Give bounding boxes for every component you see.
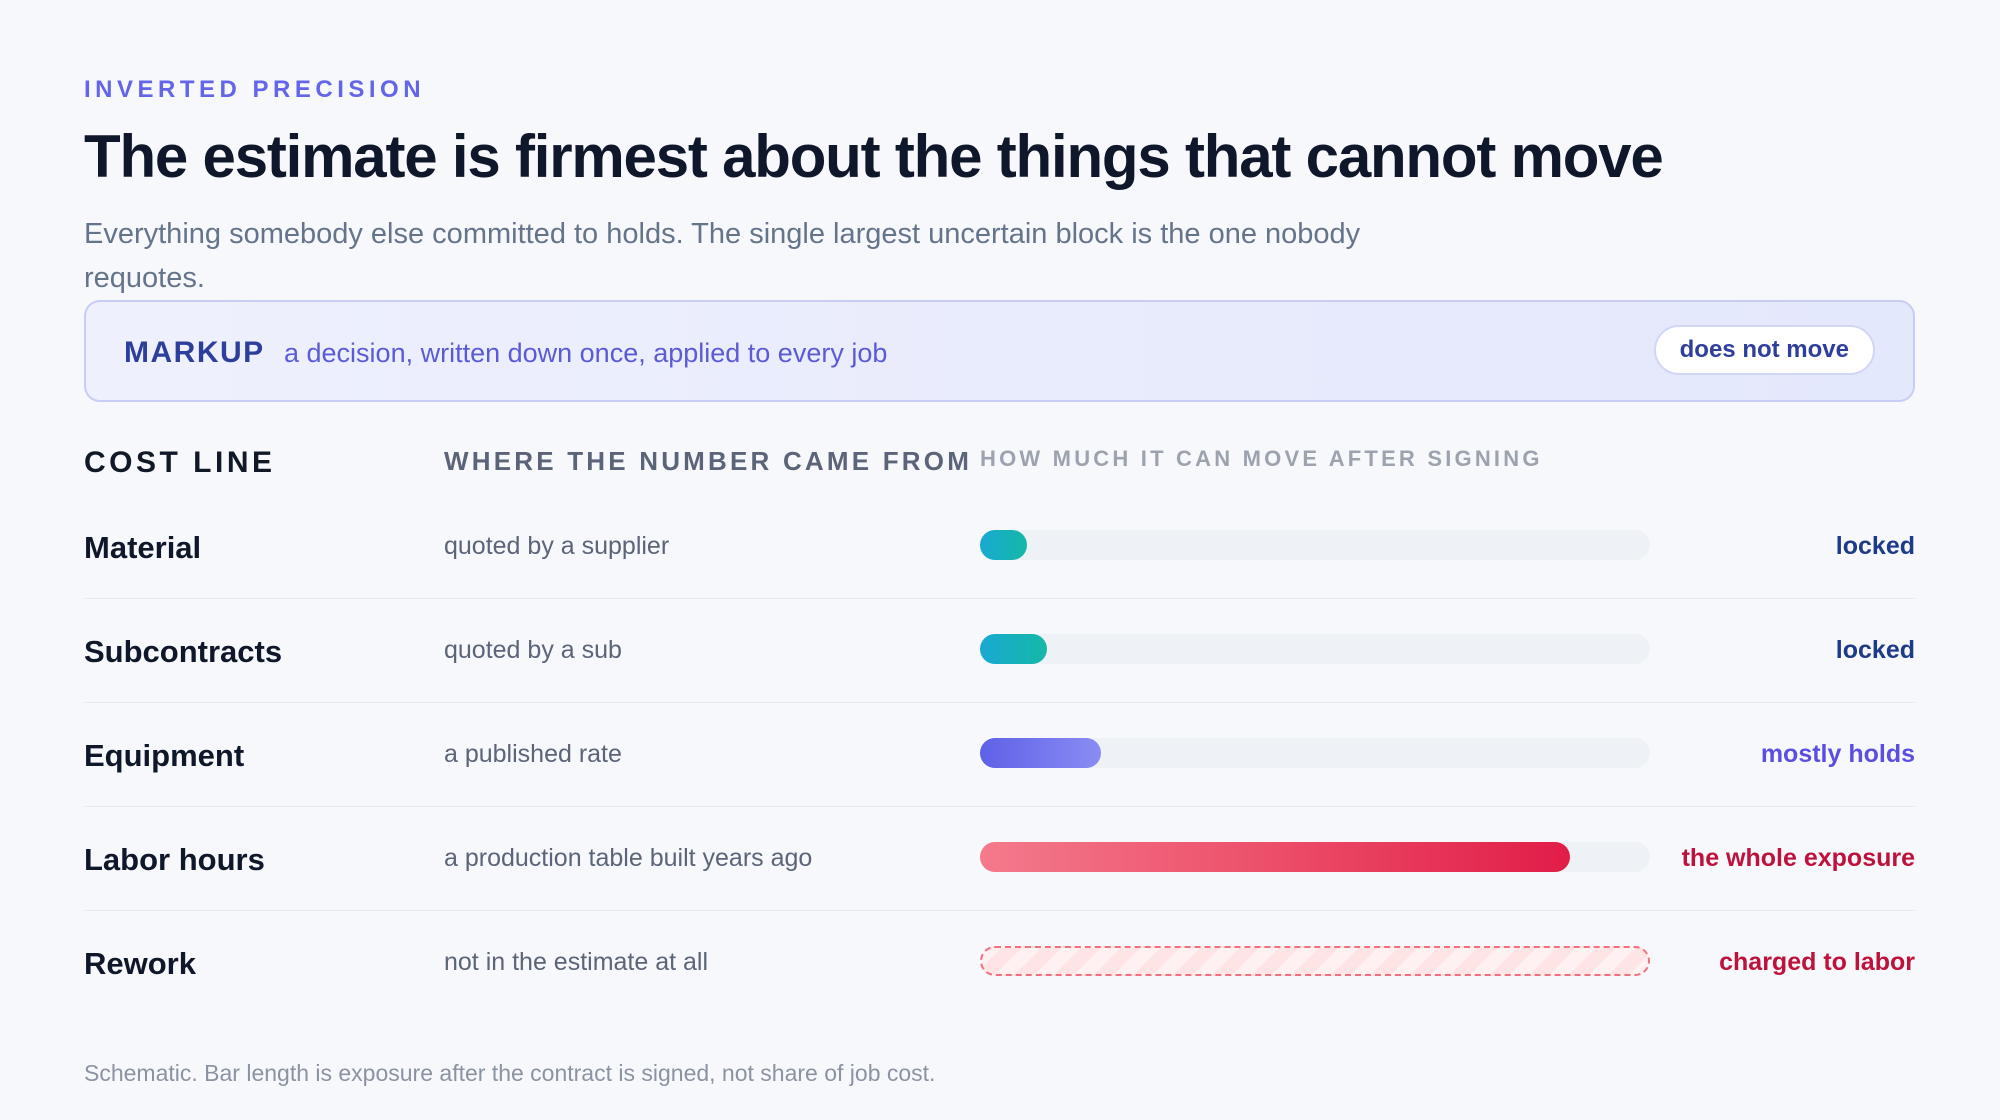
table-row: Labor hours a production table built year… — [84, 806, 1915, 911]
movement-status: the whole exposure — [1681, 844, 1915, 872]
table-row: Subcontracts quoted by a sub locked — [84, 598, 1915, 703]
header-cost-line: COST LINE — [84, 446, 276, 479]
cost-line-source: quoted by a sub — [444, 636, 622, 664]
cost-line-name: Subcontracts — [84, 634, 283, 669]
cost-line-name: Material — [84, 530, 202, 565]
movement-status: charged to labor — [1719, 948, 1915, 976]
cost-line-source: a published rate — [444, 740, 622, 768]
movement-status: mostly holds — [1760, 740, 1915, 768]
exposure-bar — [980, 530, 1027, 560]
markup-label: MARKUP — [124, 336, 265, 369]
table-row: Equipment a published rate mostly holds — [84, 702, 1915, 807]
table-row: Material quoted by a supplier locked — [84, 494, 1915, 599]
exposure-track — [980, 738, 1650, 768]
page-subtitle: Everything somebody else committed to ho… — [84, 218, 1361, 294]
exposure-track — [980, 530, 1650, 560]
cost-line-name: Labor hours — [84, 842, 265, 877]
markup-description: a decision, written down once, applied t… — [284, 338, 888, 368]
page-title: The estimate is firmest about the things… — [84, 123, 1664, 190]
table-row: Rework not in the estimate at all charged … — [84, 910, 1915, 1014]
footnote: Schematic. Bar length is exposure after … — [84, 1060, 936, 1086]
exposure-bar — [980, 842, 1570, 872]
eyebrow: INVERTED PRECISION — [84, 76, 426, 103]
exposure-bar — [980, 738, 1101, 768]
markup-badge: does not move — [1653, 325, 1875, 375]
exposure-track — [980, 842, 1650, 872]
header-source: WHERE THE NUMBER CAME FROM — [444, 446, 973, 476]
movement-status: locked — [1835, 636, 1915, 664]
cost-line-source: not in the estimate at all — [444, 948, 709, 976]
cost-line-name: Rework — [84, 946, 196, 981]
exposure-bar — [980, 634, 1047, 664]
markup-callout: MARKUP a decision, written down once, ap… — [84, 300, 1915, 402]
exposure-track — [980, 946, 1650, 976]
cost-line-source: quoted by a supplier — [444, 532, 670, 560]
exposure-track — [980, 634, 1650, 664]
cost-line-name: Equipment — [84, 738, 245, 773]
header-movement: HOW MUCH IT CAN MOVE AFTER SIGNING — [980, 446, 1543, 471]
cost-line-source: a production table built years ago — [444, 844, 813, 872]
movement-status: locked — [1835, 532, 1915, 560]
